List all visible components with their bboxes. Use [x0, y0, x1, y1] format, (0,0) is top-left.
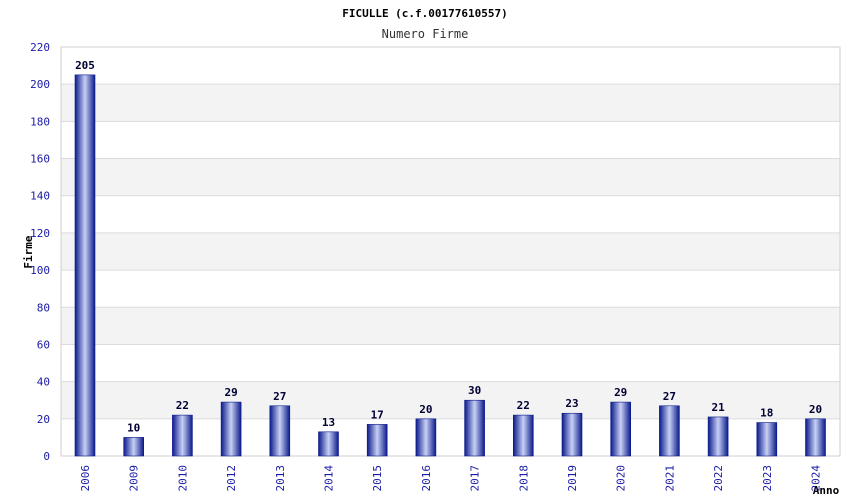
bar-2017: [464, 399, 485, 457]
bar-2015: [366, 424, 388, 457]
y-tick-label: 160: [30, 153, 50, 166]
bar-2023: [756, 422, 778, 457]
x-tick-label: 2013: [274, 465, 287, 492]
grid-band: [61, 158, 840, 196]
bar-2020: [610, 401, 632, 457]
bar-2006: [74, 74, 96, 457]
data-label: 10: [127, 421, 140, 434]
y-tick-label: 80: [37, 301, 50, 314]
x-axis-ticks: 2006 2009 2010 2012 2013 2014 2015 2016 2017 2018…: [79, 465, 823, 492]
y-tick-label: 220: [30, 41, 50, 54]
x-tick-label: 2012: [225, 465, 238, 492]
y-tick-label: 200: [30, 78, 50, 91]
bar-2014: [318, 431, 339, 457]
data-label: 29: [224, 386, 237, 399]
bar-2012: [220, 401, 242, 457]
x-tick-label: 2022: [712, 465, 725, 492]
x-tick-label: 2023: [761, 465, 774, 492]
y-tick-label: 100: [30, 264, 50, 277]
bar-2010: [172, 414, 193, 457]
chart-subtitle: Numero Firme: [382, 27, 469, 41]
bars: 205 10 22 29 27 13 17 20 30 22 23 29 27 21 18 20: [74, 59, 826, 457]
y-tick-label: 0: [43, 450, 50, 463]
data-label: 17: [371, 408, 384, 421]
x-tick-label: 2009: [128, 465, 141, 492]
data-label: 18: [760, 407, 773, 420]
y-tick-label: 120: [30, 227, 50, 240]
data-label: 22: [517, 399, 530, 412]
data-label: 20: [809, 403, 822, 416]
x-tick-label: 2020: [615, 465, 628, 492]
data-label: 23: [565, 397, 578, 410]
x-tick-label: 2010: [176, 465, 189, 492]
x-axis-title: Anno: [813, 484, 840, 497]
grid-band: [61, 232, 840, 271]
bar-2021: [659, 405, 680, 457]
data-label: 13: [322, 416, 335, 429]
data-label: 30: [468, 384, 481, 397]
grid-bands: [61, 84, 840, 419]
bar-2019: [561, 412, 583, 457]
data-label: 21: [711, 401, 725, 414]
data-label: 29: [614, 386, 627, 399]
chart-title: FICULLE (c.f.00177610557): [342, 7, 508, 20]
y-tick-label: 20: [37, 413, 50, 426]
plot-frame: [60, 46, 841, 457]
y-tick-label: 180: [30, 115, 50, 128]
x-tick-label: 2017: [469, 465, 482, 492]
grid-band: [61, 84, 840, 122]
x-tick-label: 2018: [517, 465, 530, 492]
x-tick-label: 2015: [371, 465, 384, 492]
bar-2013: [269, 405, 291, 457]
x-tick-label: 2024: [810, 465, 823, 492]
grid-band: [61, 381, 840, 419]
bar-2016: [415, 418, 437, 457]
data-label: 22: [176, 399, 189, 412]
x-tick-label: 2021: [663, 465, 676, 492]
bar-2024: [805, 418, 826, 457]
data-label: 27: [663, 390, 676, 403]
x-tick-label: 2014: [323, 465, 336, 492]
y-axis-title: Firme: [22, 235, 35, 268]
grid-band: [61, 307, 840, 345]
data-label: 20: [419, 403, 432, 416]
bar-2018: [512, 414, 534, 457]
y-tick-label: 40: [37, 376, 50, 389]
x-tick-label: 2016: [420, 465, 433, 492]
bar-2009: [123, 437, 144, 457]
y-tick-label: 140: [30, 190, 50, 203]
y-tick-label: 60: [37, 338, 50, 351]
x-tick-label: 2019: [566, 465, 579, 492]
bar-2022: [707, 416, 729, 457]
data-label: 27: [273, 390, 286, 403]
data-label: 205: [75, 59, 95, 72]
x-tick-label: 2006: [79, 465, 92, 492]
